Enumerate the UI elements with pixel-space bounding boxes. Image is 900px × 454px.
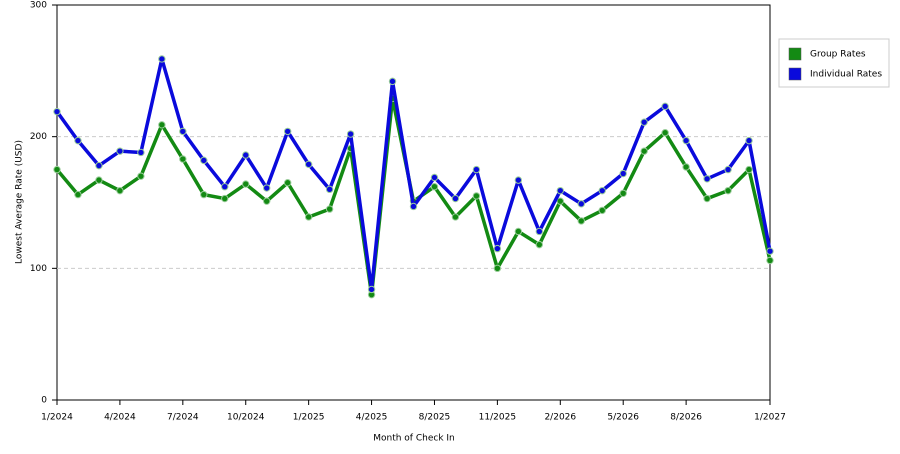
- data-point: [74, 136, 82, 145]
- data-point: [430, 173, 439, 182]
- data-point: [577, 217, 585, 225]
- y-axis-label: Lowest Average Rate (USD): [15, 140, 25, 264]
- data-point: [409, 202, 418, 211]
- data-point: [158, 55, 166, 63]
- data-point: [514, 227, 523, 236]
- data-point: [724, 165, 732, 174]
- data-point: [556, 186, 564, 195]
- data-point: [766, 256, 774, 265]
- data-point: [53, 165, 61, 174]
- data-point: [304, 160, 313, 169]
- legend-box: [778, 38, 890, 88]
- x-axis-label: Month of Check In: [373, 434, 455, 444]
- data-point: [556, 197, 564, 205]
- data-point: [200, 156, 208, 165]
- data-point: [703, 175, 711, 183]
- legend-swatch: [788, 67, 802, 81]
- data-point: [221, 194, 229, 203]
- data-point: [535, 227, 544, 236]
- data-point: [493, 244, 502, 253]
- data-point: [304, 213, 313, 221]
- y-tick-label: 300: [30, 1, 47, 11]
- data-point: [598, 206, 606, 215]
- y-tick-label: 100: [30, 264, 47, 274]
- data-point: [703, 194, 711, 203]
- x-tick-label: 10/2024: [227, 413, 265, 423]
- legend-label: Group Rates: [810, 50, 866, 60]
- data-point: [577, 200, 585, 208]
- x-tick-label: 7/2024: [167, 413, 199, 423]
- data-point: [263, 184, 271, 192]
- data-point: [430, 183, 439, 191]
- x-tick-label: 5/2026: [607, 413, 639, 423]
- data-point: [179, 127, 187, 136]
- data-point: [283, 127, 292, 136]
- data-point: [325, 185, 334, 194]
- data-point: [95, 176, 103, 184]
- data-point: [640, 147, 648, 155]
- data-point: [158, 121, 166, 129]
- legend-swatch: [788, 47, 802, 61]
- data-point: [745, 165, 753, 174]
- data-point: [95, 161, 103, 170]
- y-tick-label: 200: [30, 132, 47, 142]
- data-point: [598, 186, 606, 195]
- data-point: [682, 136, 690, 145]
- x-tick-label: 2/2026: [544, 413, 576, 423]
- data-point: [367, 285, 376, 294]
- data-point: [53, 107, 61, 116]
- data-point: [116, 186, 124, 195]
- x-tick-label: 1/2025: [293, 413, 325, 423]
- y-tick-label: 0: [41, 396, 47, 406]
- data-point: [493, 264, 502, 273]
- data-point: [346, 130, 355, 138]
- x-tick-label: 8/2025: [419, 413, 451, 423]
- data-point: [451, 194, 460, 203]
- x-tick-label: 1/2027: [754, 413, 786, 423]
- x-tick-label: 11/2025: [479, 413, 516, 423]
- data-point: [283, 179, 292, 187]
- data-point: [472, 165, 481, 174]
- x-tick-label: 8/2026: [670, 413, 702, 423]
- data-point: [221, 183, 229, 191]
- data-point: [74, 190, 82, 199]
- data-point: [242, 180, 250, 188]
- data-point: [116, 147, 124, 155]
- data-point: [682, 163, 690, 171]
- data-point: [766, 247, 774, 255]
- data-point: [388, 77, 397, 86]
- data-point: [472, 192, 481, 200]
- data-point: [535, 240, 544, 249]
- data-point: [137, 172, 145, 180]
- data-point: [325, 205, 334, 213]
- x-tick-label: 4/2025: [356, 413, 388, 423]
- data-point: [263, 197, 271, 205]
- data-point: [619, 169, 627, 178]
- legend-label: Individual Rates: [810, 70, 882, 80]
- data-point: [200, 190, 208, 199]
- data-point: [661, 129, 669, 137]
- data-point: [451, 213, 460, 221]
- data-point: [514, 176, 523, 184]
- data-point: [619, 189, 627, 197]
- data-point: [745, 136, 753, 145]
- x-tick-label: 1/2024: [41, 413, 73, 423]
- data-point: [724, 186, 732, 195]
- data-point: [242, 151, 250, 159]
- data-point: [179, 155, 187, 163]
- data-point: [137, 148, 145, 157]
- data-point: [640, 118, 648, 126]
- x-tick-label: 4/2024: [104, 413, 136, 423]
- data-point: [661, 102, 669, 111]
